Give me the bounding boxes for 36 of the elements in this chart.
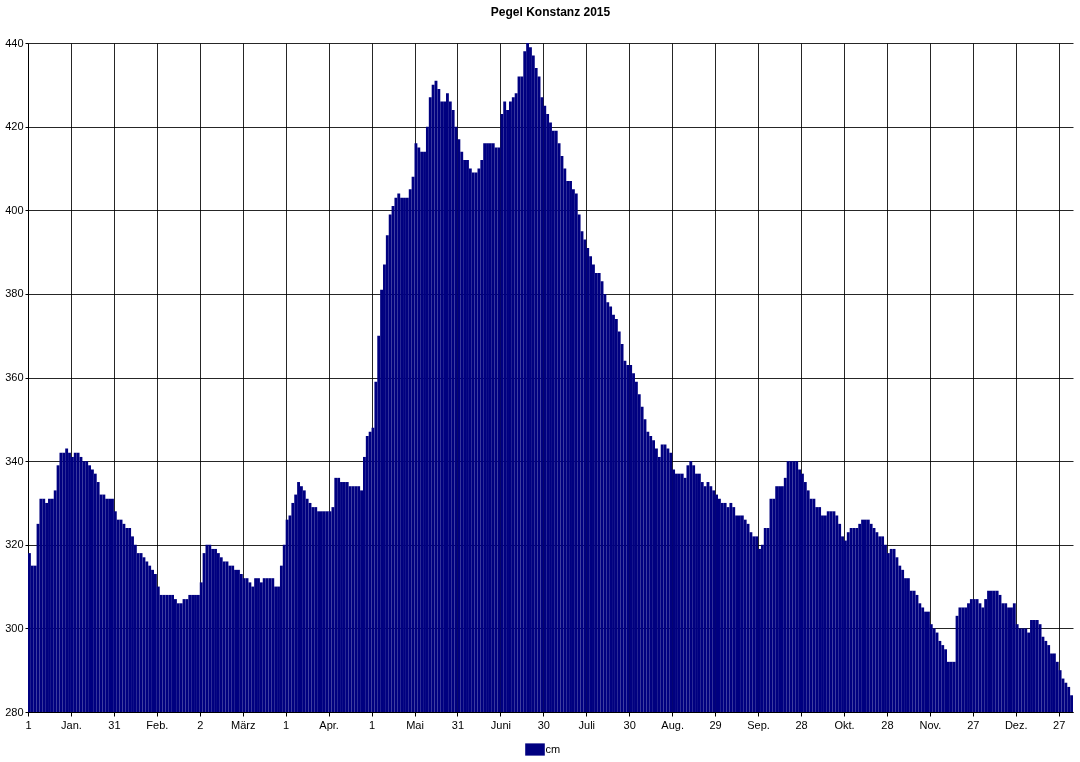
x-tick-label: Aug. <box>661 718 684 731</box>
x-tick-label: März <box>231 718 256 731</box>
chart-title: Pegel Konstanz 2015 <box>490 5 611 19</box>
x-tick-label: 31 <box>108 718 121 731</box>
x-tick-label: 27 <box>967 718 980 731</box>
x-tick-label: 30 <box>537 718 550 731</box>
x-tick-label: Okt. <box>834 718 855 731</box>
y-tick-label: 320 <box>5 538 24 551</box>
x-tick-label: Feb. <box>146 718 169 731</box>
x-tick-label: Jan. <box>61 718 82 731</box>
x-tick-label: Juni <box>490 718 511 731</box>
x-tick-label: Apr. <box>319 718 339 731</box>
x-tick-label: Sep. <box>747 718 770 731</box>
y-tick-label: 380 <box>5 287 24 300</box>
x-tick-label: Juli <box>578 718 596 731</box>
x-tick-label: 29 <box>709 718 722 731</box>
y-tick-label: 300 <box>5 621 24 634</box>
x-tick-label: Nov. <box>919 718 942 731</box>
y-tick-label: 340 <box>5 454 24 467</box>
x-tick-label: 28 <box>881 718 894 731</box>
x-tick-label: 27 <box>1053 718 1066 731</box>
x-tick-label: Dez. <box>1004 718 1028 731</box>
legend-label: cm <box>545 742 561 755</box>
x-tick-label: 28 <box>795 718 808 731</box>
x-tick-label: 31 <box>451 718 465 731</box>
x-tick-label: Mai <box>406 718 424 731</box>
y-tick-label: 400 <box>5 203 24 216</box>
x-tick-label: 2 <box>197 718 204 731</box>
x-tick-label: 1 <box>369 718 376 731</box>
y-tick-label: 440 <box>5 36 24 49</box>
y-tick-label: 360 <box>5 371 24 383</box>
x-tick-label: 1 <box>283 718 290 731</box>
x-tick-label: 1 <box>25 718 32 731</box>
x-tick-label: 30 <box>623 718 636 731</box>
y-tick-label: 280 <box>5 705 24 718</box>
y-tick-label: 420 <box>5 120 24 133</box>
